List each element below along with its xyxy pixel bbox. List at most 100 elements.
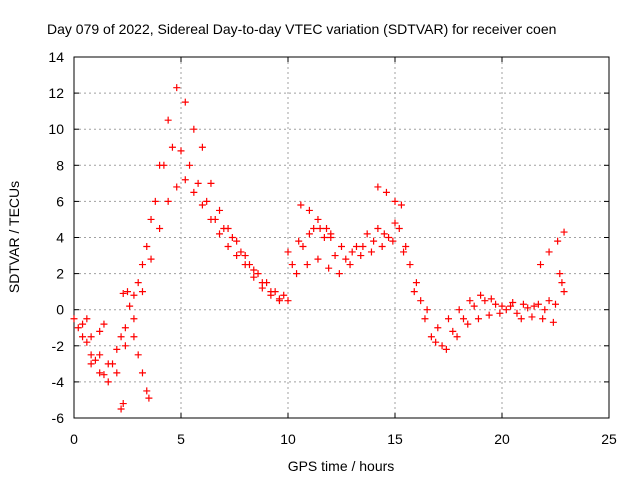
data-point [134, 351, 142, 359]
data-point [517, 315, 525, 323]
data-point [374, 183, 382, 191]
data-point [138, 288, 146, 296]
data-point [305, 206, 313, 214]
data-point [288, 261, 296, 269]
data-point [91, 356, 99, 364]
data-point [87, 333, 95, 341]
y-axis-label: SDTVAR / TECUs [6, 181, 22, 293]
x-tick-label: 0 [70, 431, 78, 447]
data-point [359, 243, 367, 251]
data-point [295, 237, 303, 245]
x-axis-label: GPS time / hours [288, 458, 395, 474]
data-point [181, 98, 189, 106]
data-point [177, 147, 185, 155]
data-point [190, 125, 198, 133]
data-point [378, 243, 386, 251]
data-point [474, 315, 482, 323]
data-point [367, 248, 375, 256]
data-point [164, 197, 172, 205]
data-point [168, 143, 176, 151]
data-point [104, 378, 112, 386]
series-mid-wave-c [293, 237, 566, 353]
data-point [233, 252, 241, 260]
data-point [237, 248, 245, 256]
data-point [541, 306, 549, 314]
series-arc-upper [70, 84, 292, 368]
data-point [406, 261, 414, 269]
data-point [138, 261, 146, 269]
data-point [335, 270, 343, 278]
x-tick-label: 15 [387, 431, 403, 447]
data-point [250, 273, 258, 281]
data-point [250, 266, 258, 274]
data-point [470, 302, 478, 310]
series-early-outliers [83, 288, 131, 413]
data-point [513, 309, 521, 317]
data-point [113, 345, 121, 353]
data-point [502, 306, 510, 314]
data-point [156, 224, 164, 232]
data-point [121, 324, 129, 332]
data-point [434, 324, 442, 332]
data-point [327, 230, 335, 238]
data-point [545, 248, 553, 256]
data-point [331, 252, 339, 260]
data-point [305, 230, 313, 238]
data-point [391, 219, 399, 227]
data-point [519, 300, 527, 308]
data-point [556, 270, 564, 278]
data-point [530, 302, 538, 310]
data-point [96, 369, 104, 377]
y-tick-label: 14 [48, 49, 64, 65]
y-tick-label: -6 [52, 410, 65, 426]
data-point [537, 261, 545, 269]
data-point [130, 291, 138, 299]
data-point [216, 206, 224, 214]
data-point [113, 369, 121, 377]
y-tick-label: 0 [56, 302, 64, 318]
data-point [382, 188, 390, 196]
data-point [485, 311, 493, 319]
data-point [143, 387, 151, 395]
data-point [186, 161, 194, 169]
data-point [124, 288, 131, 296]
data-point [190, 188, 198, 196]
x-tick-label: 20 [494, 431, 510, 447]
data-point [346, 261, 354, 269]
series-mid-wave-a [284, 219, 568, 332]
data-point [83, 315, 91, 323]
chart-title: Day 079 of 2022, Sidereal Day-to-day VTE… [47, 21, 556, 37]
data-point [445, 315, 452, 323]
data-point [534, 300, 542, 308]
data-point [147, 255, 155, 263]
data-point [145, 394, 153, 402]
data-point [70, 315, 78, 323]
data-point [117, 333, 125, 341]
series-end-rise [537, 228, 568, 269]
data-point [464, 320, 472, 328]
data-point [316, 224, 324, 232]
data-point [374, 224, 382, 232]
data-point [423, 306, 431, 314]
y-tick-label: 10 [48, 121, 64, 137]
data-point [241, 261, 249, 269]
data-point [263, 279, 271, 287]
data-point [323, 224, 331, 232]
data-point [342, 255, 350, 263]
data-point [459, 315, 467, 323]
data-point [280, 291, 288, 299]
data-point [83, 338, 91, 346]
data-point [558, 279, 566, 287]
series-early-dip [130, 333, 153, 402]
data-point [121, 342, 129, 350]
data-point [352, 243, 360, 251]
data-point [164, 116, 172, 124]
data-point [284, 248, 292, 256]
data-point [117, 405, 125, 413]
data-point [207, 215, 215, 223]
data-point [554, 237, 562, 245]
data-point [427, 333, 435, 341]
data-point [100, 371, 108, 379]
data-point [477, 291, 485, 299]
